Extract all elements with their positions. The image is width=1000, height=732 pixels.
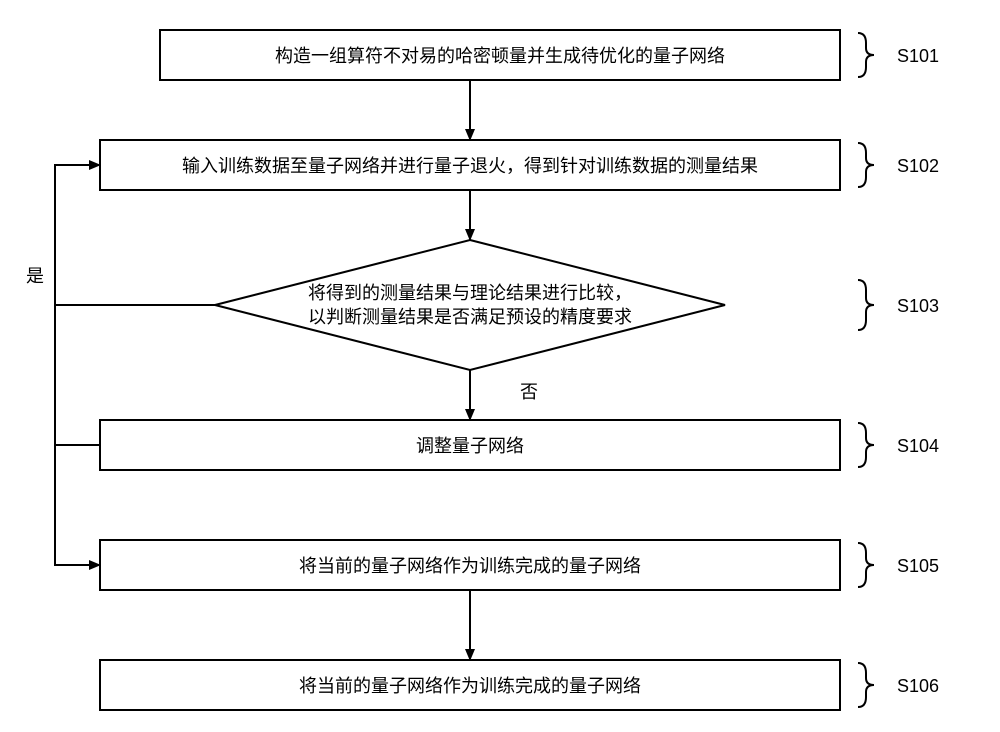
brace-s104: S104 bbox=[858, 423, 939, 467]
step-s105-text: 将当前的量子网络作为训练完成的量子网络 bbox=[299, 556, 641, 576]
edge-no-label: 否 bbox=[520, 382, 538, 402]
brace-s102: S102 bbox=[858, 143, 939, 187]
decision-s103: 将得到的测量结果与理论结果进行比较， 以判断测量结果是否满足预设的精度要求 bbox=[215, 240, 725, 370]
label-s106: S106 bbox=[897, 676, 939, 696]
edge-yes-label: 是 bbox=[26, 266, 44, 286]
step-s104-text: 调整量子网络 bbox=[416, 436, 524, 456]
step-s106: 将当前的量子网络作为训练完成的量子网络 bbox=[100, 660, 840, 710]
brace-s103: S103 bbox=[858, 280, 939, 330]
flowchart-canvas: 构造一组算符不对易的哈密顿量并生成待优化的量子网络 输入训练数据至量子网络并进行… bbox=[0, 0, 1000, 732]
label-s103: S103 bbox=[897, 296, 939, 316]
step-s104: 调整量子网络 bbox=[100, 420, 840, 470]
brace-s105: S105 bbox=[858, 543, 939, 587]
step-s105: 将当前的量子网络作为训练完成的量子网络 bbox=[100, 540, 840, 590]
step-s106-text: 将当前的量子网络作为训练完成的量子网络 bbox=[299, 676, 641, 696]
decision-s103-line1: 将得到的测量结果与理论结果进行比较， bbox=[308, 283, 632, 303]
brace-s101: S101 bbox=[858, 33, 939, 77]
decision-s103-line2: 以判断测量结果是否满足预设的精度要求 bbox=[308, 307, 632, 327]
step-s101-text: 构造一组算符不对易的哈密顿量并生成待优化的量子网络 bbox=[275, 46, 725, 66]
label-s104: S104 bbox=[897, 436, 939, 456]
step-s101: 构造一组算符不对易的哈密顿量并生成待优化的量子网络 bbox=[160, 30, 840, 80]
step-s102: 输入训练数据至量子网络并进行量子退火，得到针对训练数据的测量结果 bbox=[100, 140, 840, 190]
label-s101: S101 bbox=[897, 46, 939, 66]
label-s102: S102 bbox=[897, 156, 939, 176]
brace-s106: S106 bbox=[858, 663, 939, 707]
step-s102-text: 输入训练数据至量子网络并进行量子退火，得到针对训练数据的测量结果 bbox=[182, 156, 758, 176]
label-s105: S105 bbox=[897, 556, 939, 576]
